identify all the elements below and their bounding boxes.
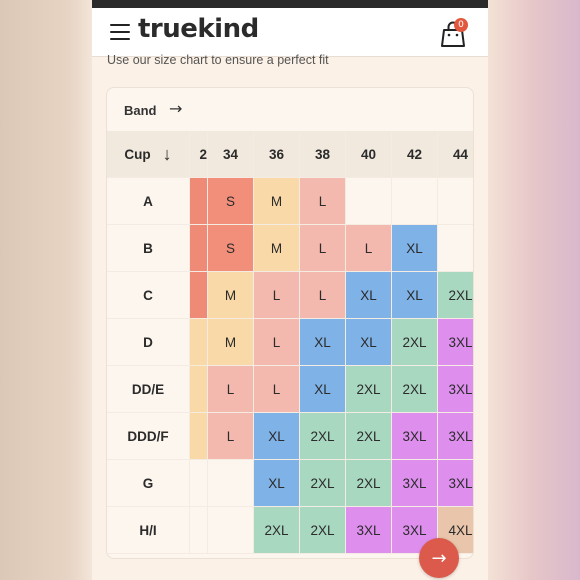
size-cell	[190, 460, 208, 507]
size-cell: M	[254, 225, 300, 272]
size-cell: XL	[392, 272, 438, 319]
size-cell: 2XL	[300, 460, 346, 507]
arrow-right-icon: →	[431, 547, 447, 569]
size-cell: 2XL	[392, 366, 438, 413]
size-cell: XL	[346, 319, 392, 366]
size-cell: S	[208, 178, 254, 225]
size-cell: L	[254, 272, 300, 319]
size-cell: XL	[392, 225, 438, 272]
size-cell: L	[300, 272, 346, 319]
size-cell	[190, 178, 208, 225]
cup-row-label: H/I	[107, 507, 190, 554]
arrow-right-icon: →	[169, 99, 183, 118]
size-cell	[208, 507, 254, 554]
cup-row-label: D	[107, 319, 190, 366]
size-cell: 3XL	[438, 319, 473, 366]
size-cell: L	[346, 225, 392, 272]
status-bar	[92, 0, 488, 8]
size-cell: 3XL	[438, 413, 473, 460]
band-header-cell: 36	[254, 131, 300, 178]
size-cell: 2XL	[346, 366, 392, 413]
cup-row-label: DDD/F	[107, 413, 190, 460]
size-cell	[438, 225, 473, 272]
size-cell	[190, 507, 208, 554]
size-cell	[190, 366, 208, 413]
cup-row-label: G	[107, 460, 190, 507]
cup-row-label: DD/E	[107, 366, 190, 413]
size-cell: 2XL	[300, 413, 346, 460]
brand-logo[interactable]: truekind	[138, 14, 259, 44]
size-cell: L	[208, 413, 254, 460]
size-cell: 3XL	[346, 507, 392, 554]
size-cell: 3XL	[438, 460, 473, 507]
cup-row-label: A	[107, 178, 190, 225]
band-header-cell: 40	[346, 131, 392, 178]
phone-screen: truekind 0 Use our size chart to ensure …	[92, 8, 488, 580]
size-cell	[392, 178, 438, 225]
size-cell: XL	[300, 366, 346, 413]
scroll-next-button[interactable]: →	[419, 538, 459, 578]
arrow-down-icon: ↓	[162, 143, 172, 164]
size-cell: L	[208, 366, 254, 413]
size-cell: 3XL	[392, 507, 438, 554]
size-cell: XL	[300, 319, 346, 366]
app-header: truekind 0	[92, 8, 488, 57]
cup-row-label: C	[107, 272, 190, 319]
cup-label: Cup	[124, 146, 151, 162]
size-cell: 2XL	[346, 460, 392, 507]
size-cell: 3XL	[438, 366, 473, 413]
size-cell: M	[208, 319, 254, 366]
size-cell	[190, 319, 208, 366]
size-cell: L	[254, 319, 300, 366]
size-cell	[190, 413, 208, 460]
cup-header[interactable]: Cup ↓	[107, 131, 190, 178]
size-cell: 3XL	[392, 460, 438, 507]
band-header-cell: 44	[438, 131, 473, 178]
size-cell: L	[300, 225, 346, 272]
size-cell: M	[254, 178, 300, 225]
cup-row-label: B	[107, 225, 190, 272]
size-cell: S	[208, 225, 254, 272]
menu-icon[interactable]	[110, 24, 130, 41]
size-cell: XL	[254, 460, 300, 507]
size-cell: 2XL	[438, 272, 473, 319]
size-cell: M	[208, 272, 254, 319]
size-cell: 2XL	[346, 413, 392, 460]
size-cell	[208, 460, 254, 507]
size-cell: 2XL	[300, 507, 346, 554]
size-cell: XL	[254, 413, 300, 460]
size-chart-grid: Cup ↓ 2 34 36 38 40 42 44 A S M L B S M L L XL C M L L XL XL 2XL D…	[107, 131, 473, 558]
size-chart-card: Band → Cup ↓ 2 34 36 38 40 42 44 A S M L B S M L L XL C M L L X…	[106, 87, 474, 559]
size-cell: 2XL	[254, 507, 300, 554]
page-subtitle: Use our size chart to ensure a perfect f…	[107, 53, 329, 67]
band-header-cell: 34	[208, 131, 254, 178]
band-header-cell: 38	[300, 131, 346, 178]
cart-count-badge: 0	[454, 18, 468, 32]
size-cell: L	[300, 178, 346, 225]
band-header-cell: 2	[190, 131, 208, 178]
size-cell	[190, 272, 208, 319]
size-cell: XL	[346, 272, 392, 319]
size-cell: 2XL	[392, 319, 438, 366]
size-cell	[438, 178, 473, 225]
size-cell	[346, 178, 392, 225]
size-cell: 3XL	[392, 413, 438, 460]
size-cell	[190, 225, 208, 272]
band-header[interactable]: Band →	[107, 88, 473, 132]
band-label: Band	[124, 103, 157, 118]
band-header-cell: 42	[392, 131, 438, 178]
size-cell: L	[254, 366, 300, 413]
